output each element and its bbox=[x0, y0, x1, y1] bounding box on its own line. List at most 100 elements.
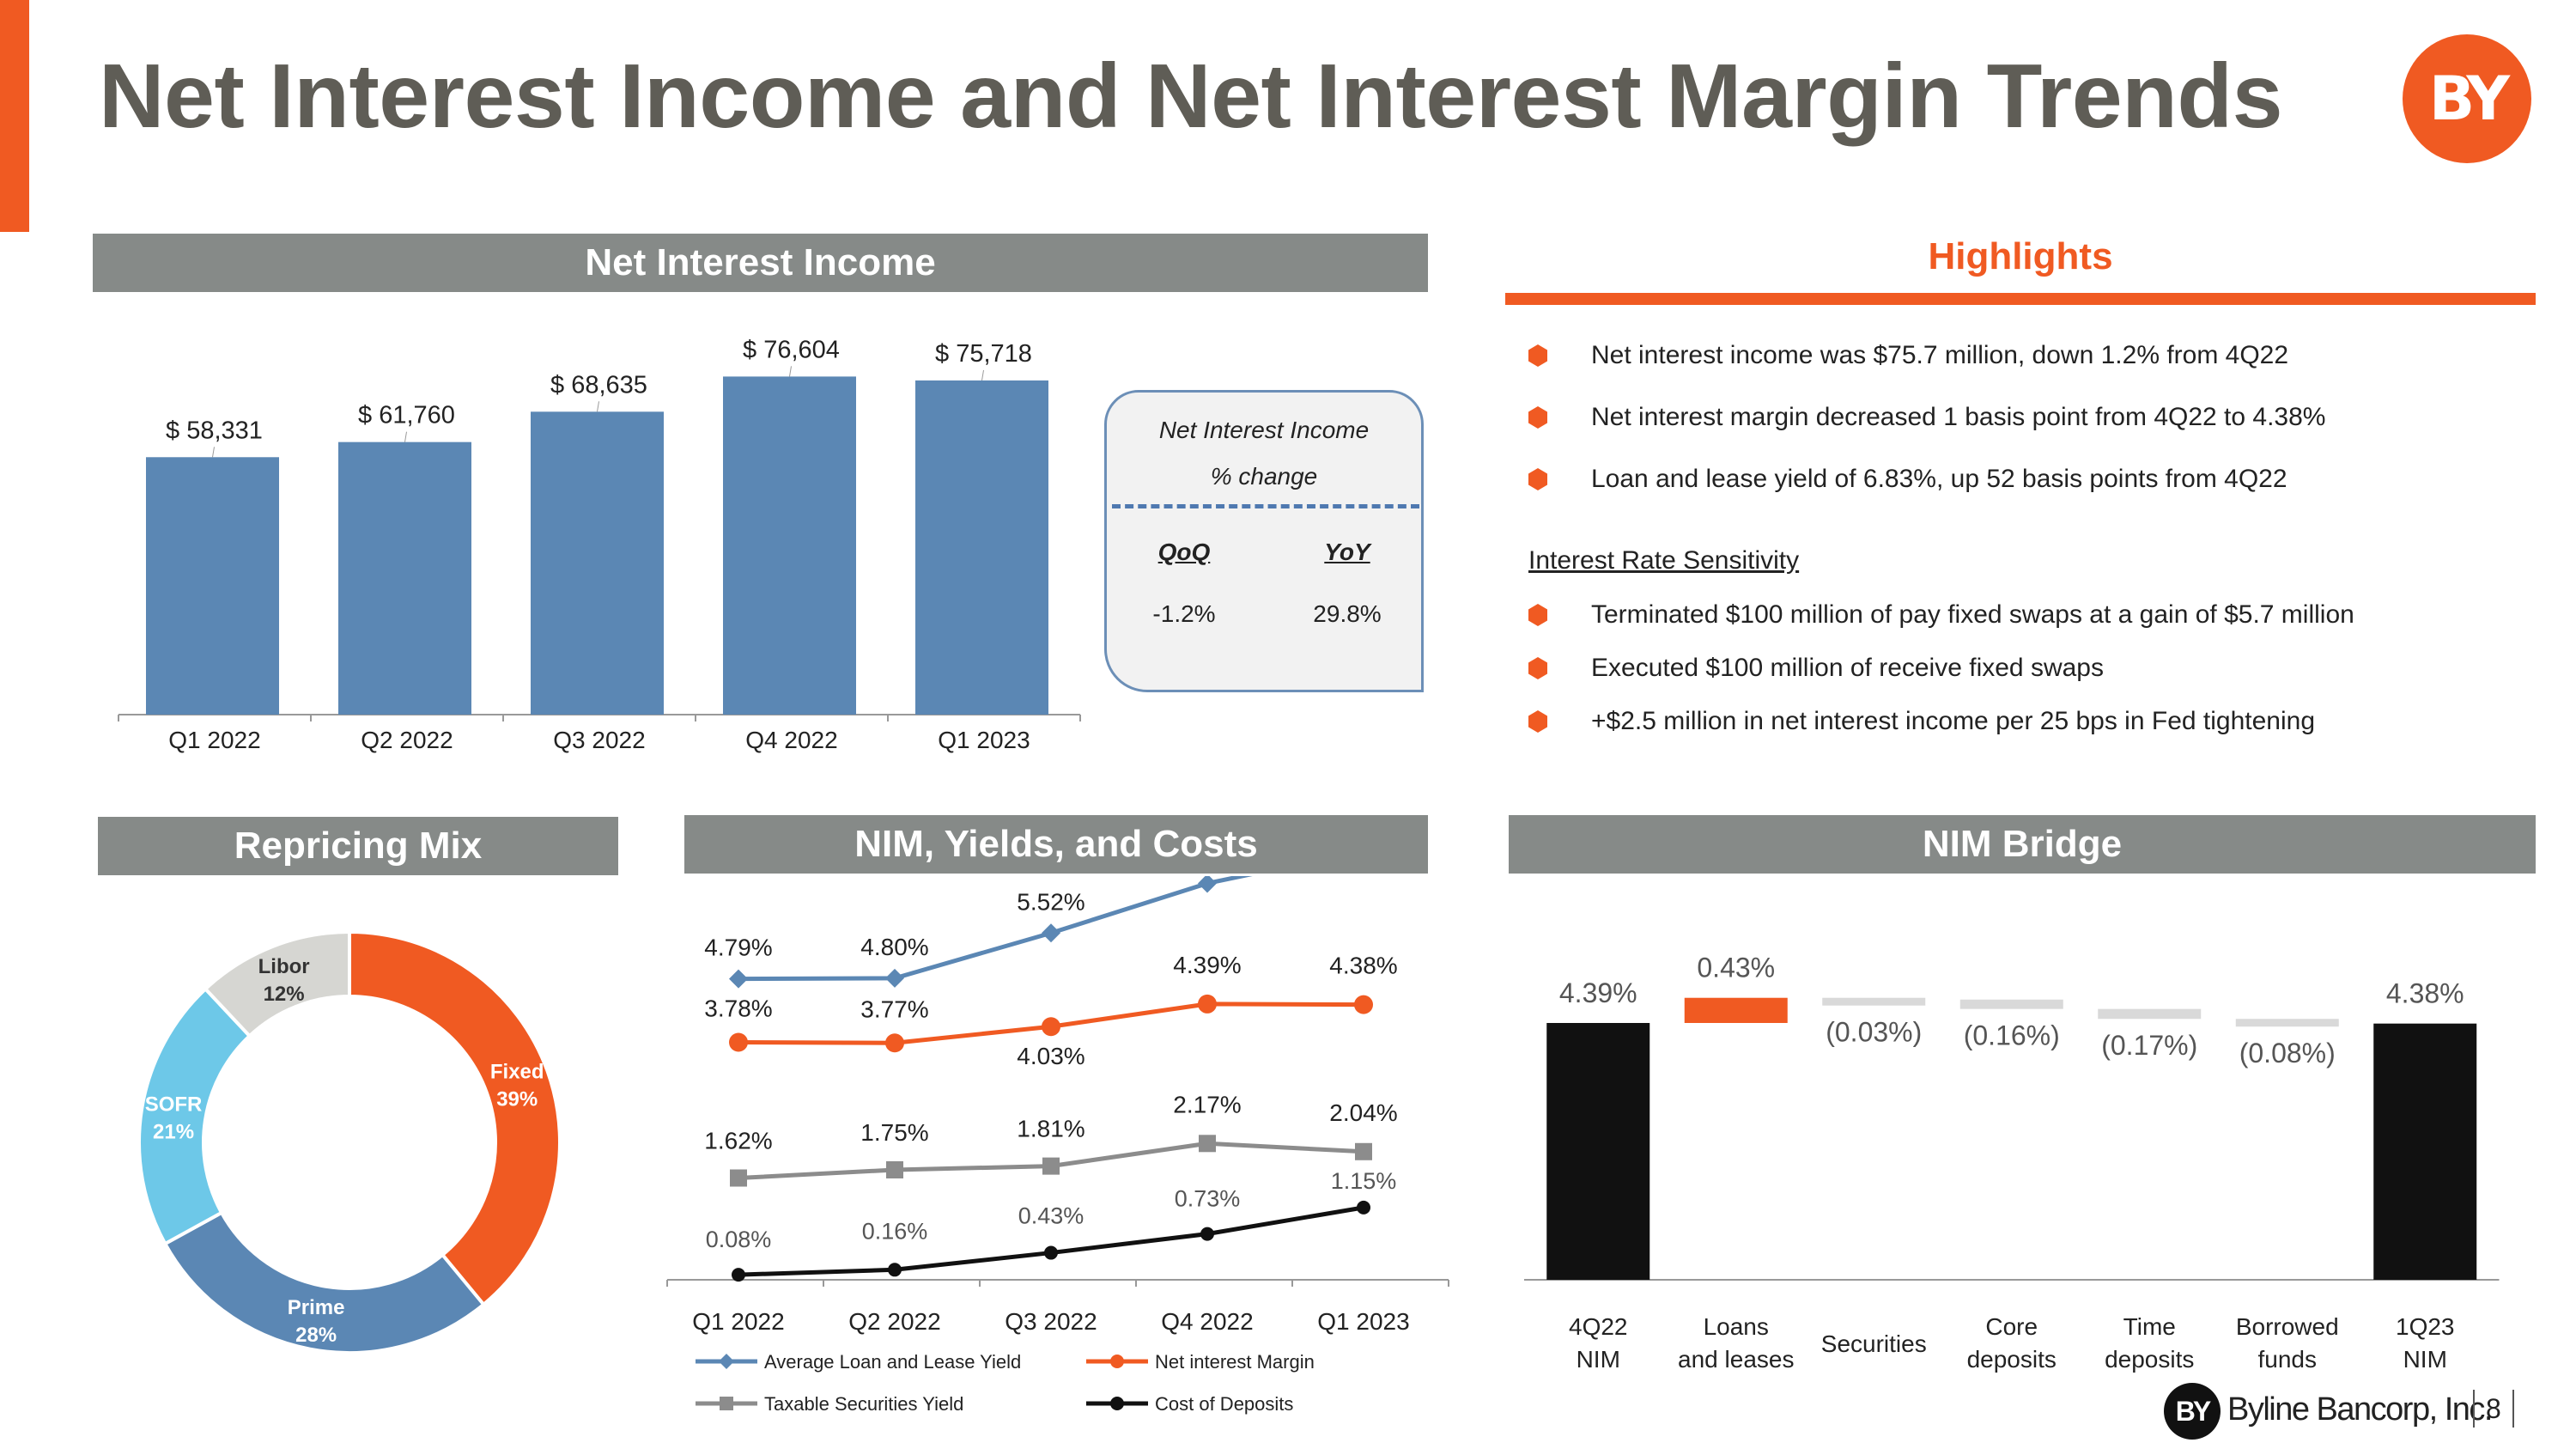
series-data-label: 0.16% bbox=[862, 1218, 928, 1244]
bridge-bar-decrease bbox=[1822, 997, 1926, 1006]
donut-slice-libor bbox=[203, 929, 351, 1038]
sensitivity-item: Executed $100 million of receive fixed s… bbox=[1591, 654, 2104, 682]
bridge-data-label: 4.38% bbox=[2386, 978, 2464, 1009]
page-number: 8 bbox=[2486, 1393, 2501, 1424]
series-marker bbox=[885, 1033, 904, 1053]
series-data-label: 5.52% bbox=[1017, 888, 1084, 915]
series-marker bbox=[732, 1268, 745, 1282]
x-tick-label: deposits bbox=[2105, 1346, 2194, 1373]
series-marker bbox=[1199, 1135, 1216, 1153]
legend-marker bbox=[720, 1397, 733, 1410]
legend-label: Taxable Securities Yield bbox=[764, 1393, 963, 1415]
series-marker bbox=[1042, 1017, 1060, 1037]
x-tick-label: Loans bbox=[1704, 1313, 1769, 1340]
accent-bar bbox=[0, 0, 29, 232]
series-marker bbox=[1357, 1200, 1370, 1215]
series-marker bbox=[729, 969, 748, 989]
x-tick-label: Q3 2022 bbox=[1005, 1308, 1097, 1335]
x-tick-label: Q3 2022 bbox=[553, 727, 645, 753]
highlight-item: Net interest margin decreased 1 basis po… bbox=[1591, 403, 2326, 431]
x-tick-label: Q2 2022 bbox=[848, 1308, 940, 1335]
series-data-label: 1.62% bbox=[704, 1128, 772, 1154]
series-data-label: 0.73% bbox=[1175, 1186, 1241, 1212]
sensitivity-item: +$2.5 million in net interest income per… bbox=[1591, 707, 2316, 735]
series-data-label: 0.08% bbox=[706, 1227, 772, 1252]
slice-value-label: 21% bbox=[153, 1121, 194, 1144]
slice-name-label: Prime bbox=[288, 1296, 345, 1319]
nii-bar bbox=[723, 376, 856, 715]
highlights-title: Highlights bbox=[1928, 235, 2113, 277]
legend-marker bbox=[719, 1354, 734, 1369]
series-data-label: 4.80% bbox=[860, 934, 928, 960]
series-marker bbox=[1198, 994, 1217, 1014]
legend-label: Cost of Deposits bbox=[1155, 1393, 1293, 1415]
bullet-icon bbox=[1528, 604, 1547, 626]
sensitivity-item: Terminated $100 million of pay fixed swa… bbox=[1591, 600, 2354, 629]
repricing-donut-chart: Fixed 39% Prime 28% SOFR 21% Libor 12% bbox=[137, 929, 562, 1355]
bridge-bar-decrease bbox=[2098, 1008, 2202, 1020]
bullet-icon bbox=[1528, 710, 1547, 733]
series-marker bbox=[1355, 1142, 1372, 1160]
series-marker bbox=[888, 1263, 902, 1277]
series-data-label: 1.15% bbox=[1331, 1168, 1397, 1194]
byline-logo: BY bbox=[2403, 34, 2531, 163]
x-tick-label: 1Q23 bbox=[2396, 1313, 2455, 1340]
legend-marker bbox=[1110, 1397, 1124, 1410]
x-tick-label: deposits bbox=[1967, 1346, 2057, 1373]
nii-data-label: $ 68,635 bbox=[550, 371, 647, 399]
x-tick-label: Q1 2022 bbox=[168, 727, 260, 753]
callout-yoy-header: YoY bbox=[1324, 539, 1370, 565]
bridge-bar-total bbox=[2373, 1023, 2477, 1280]
callout-yoy-value: 29.8% bbox=[1313, 600, 1382, 627]
x-tick-label: Core bbox=[1985, 1313, 2038, 1340]
bridge-bar-increase bbox=[1684, 997, 1788, 1023]
label-leader-line bbox=[597, 401, 599, 412]
x-tick-label: Q1 2023 bbox=[938, 727, 1030, 753]
x-tick-label: NIM bbox=[1577, 1346, 1620, 1373]
bridge-data-label: (0.16%) bbox=[1964, 1020, 2060, 1051]
highlight-item: Net interest income was $75.7 million, d… bbox=[1591, 341, 2289, 369]
slice-name-label: Fixed bbox=[490, 1061, 544, 1084]
footer-divider bbox=[2473, 1390, 2475, 1428]
series-marker bbox=[1042, 923, 1060, 943]
series-data-label: 0.43% bbox=[1018, 1203, 1084, 1229]
nii-bar bbox=[915, 380, 1048, 715]
donut-slice-sofr bbox=[137, 986, 252, 1246]
callout-divider bbox=[1112, 504, 1419, 508]
bridge-data-label: (0.03%) bbox=[1826, 1017, 1922, 1048]
series-marker bbox=[1354, 995, 1373, 1014]
repricing-panel-header: Repricing Mix bbox=[98, 817, 618, 875]
series-marker bbox=[885, 968, 904, 988]
bridge-bar-total bbox=[1546, 1023, 1650, 1280]
series-marker bbox=[1198, 876, 1217, 893]
page-title: Net Interest Income and Net Interest Mar… bbox=[99, 46, 2283, 147]
highlights-rule bbox=[1505, 293, 2536, 305]
series-marker bbox=[1044, 1245, 1058, 1260]
nii-bar bbox=[146, 457, 279, 715]
footer-divider bbox=[2512, 1390, 2514, 1428]
x-tick-label: Q1 2023 bbox=[1317, 1308, 1409, 1335]
series-data-label: 4.03% bbox=[1017, 1043, 1084, 1069]
x-tick-label: Q1 2022 bbox=[692, 1308, 784, 1335]
bullet-icon bbox=[1528, 406, 1547, 429]
callout-qoq-header: QoQ bbox=[1157, 539, 1211, 565]
series-marker bbox=[1200, 1227, 1214, 1241]
nii-change-callout: Net Interest Income % change QoQ YoY -1.… bbox=[1104, 390, 1424, 692]
footer-logo-icon: BY bbox=[2164, 1383, 2221, 1440]
donut-slice-prime bbox=[162, 1210, 486, 1355]
label-leader-line bbox=[981, 369, 984, 381]
label-leader-line bbox=[212, 447, 215, 458]
bridge-data-label: 4.39% bbox=[1559, 977, 1637, 1008]
callout-subtitle: % change bbox=[1210, 463, 1318, 490]
nim-line-chart: Q1 2022 Q2 2022 Q3 2022 Q4 2022 Q1 2023 4.79%… bbox=[666, 876, 1449, 1415]
series-data-label: 1.81% bbox=[1017, 1116, 1084, 1142]
callout-title: Net Interest Income bbox=[1158, 417, 1370, 443]
legend-label: Net interest Margin bbox=[1155, 1351, 1315, 1373]
bullet-icon bbox=[1528, 657, 1547, 679]
label-leader-line bbox=[789, 366, 792, 377]
x-tick-label: Q2 2022 bbox=[361, 727, 453, 753]
x-tick-label: Q4 2022 bbox=[745, 727, 837, 753]
sensitivity-title: Interest Rate Sensitivity bbox=[1528, 546, 1800, 575]
bullet-icon bbox=[1528, 468, 1547, 490]
series-data-label: 4.39% bbox=[1173, 952, 1241, 978]
